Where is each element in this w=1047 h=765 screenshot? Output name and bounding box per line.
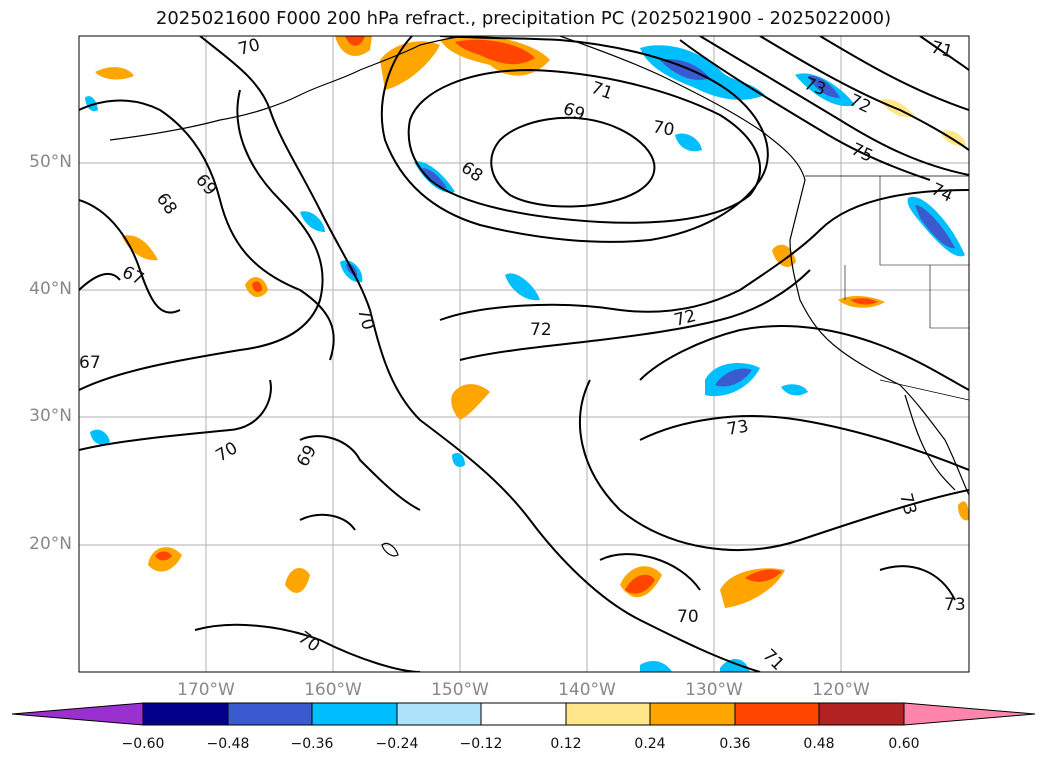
- lat-tick-label: 50°N: [29, 152, 72, 172]
- colorbar-bin: [565, 702, 651, 726]
- colorbar-bin: [734, 702, 820, 726]
- colorbar-bin: [142, 702, 229, 726]
- colorbar-label: −0.12: [459, 736, 503, 752]
- lon-tick-label: 170°W: [177, 680, 235, 700]
- colorbar-label: 0.60: [888, 736, 920, 752]
- colorbar-label: −0.24: [375, 736, 419, 752]
- map-area: [79, 36, 969, 672]
- colorbar-label: −0.36: [290, 736, 334, 752]
- lat-tick-label: 20°N: [29, 534, 72, 554]
- colorbar-bin: [227, 702, 313, 726]
- lon-tick-label: 130°W: [685, 680, 743, 700]
- colorbar-label: 0.36: [719, 736, 751, 752]
- contour-label: 70: [677, 607, 699, 627]
- lat-tick-label: 30°N: [29, 406, 72, 426]
- colorbar-bin: [480, 702, 567, 726]
- lat-tick-label: 40°N: [29, 279, 72, 299]
- colorbar-label: −0.60: [121, 736, 165, 752]
- map-frame: [78, 35, 970, 673]
- colorbar-bin: [818, 702, 905, 726]
- contour-label: 70: [651, 117, 676, 140]
- colorbar-bin: [649, 702, 736, 726]
- lon-tick-label: 120°W: [812, 680, 870, 700]
- refractivity-contours: [79, 36, 969, 672]
- colorbar-label: 0.12: [550, 736, 582, 752]
- colorbar-bin: [311, 702, 398, 726]
- lon-tick-label: 150°W: [431, 680, 489, 700]
- contour-label: 72: [530, 320, 552, 340]
- colorbar: [11, 702, 1036, 726]
- colorbar-bin: [903, 702, 1036, 726]
- lon-tick-label: 140°W: [558, 680, 616, 700]
- contour-label: 67: [79, 353, 101, 373]
- colorbar-label: −0.48: [206, 736, 250, 752]
- colorbar-bin: [396, 702, 482, 726]
- colorbar-bin: [11, 702, 144, 726]
- contour-label: 73: [944, 595, 966, 615]
- colorbar-label: 0.24: [634, 736, 666, 752]
- map-title: 2025021600 F000 200 hPa refract., precip…: [155, 8, 892, 29]
- contour-label: 73: [725, 416, 750, 439]
- colorbar-label: 0.48: [803, 736, 835, 752]
- lon-tick-label: 160°W: [304, 680, 362, 700]
